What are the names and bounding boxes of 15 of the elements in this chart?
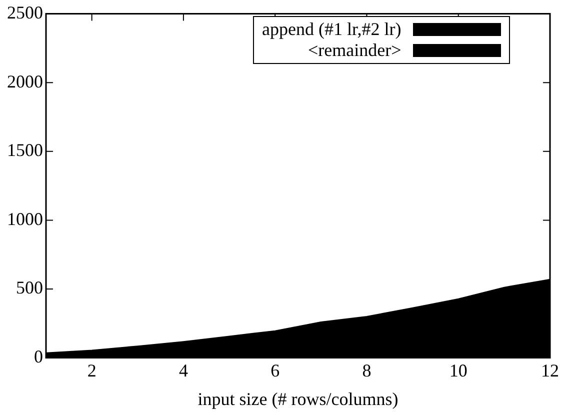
x-tick-label: 12 <box>541 360 559 380</box>
x-tick-label: 8 <box>362 360 372 380</box>
y-tick-label: 1500 <box>7 140 43 160</box>
x-tick-label: 6 <box>270 360 280 380</box>
x-tick-label: 2 <box>87 360 96 380</box>
y-tick-label: 500 <box>16 278 43 298</box>
x-tick-label: 10 <box>449 360 468 380</box>
legend-label: <remainder> <box>308 40 402 61</box>
y-tick-label: 2500 <box>7 2 43 23</box>
x-axis-title: input size (# rows/columns) <box>198 388 398 409</box>
y-tick-label: 1000 <box>7 208 43 229</box>
legend-label: append (#1 lr,#2 lr) <box>262 18 402 40</box>
y-tick-label: 0 <box>34 346 43 367</box>
x-tick-label: 4 <box>178 360 188 380</box>
y-tick-label: 2000 <box>7 71 43 92</box>
